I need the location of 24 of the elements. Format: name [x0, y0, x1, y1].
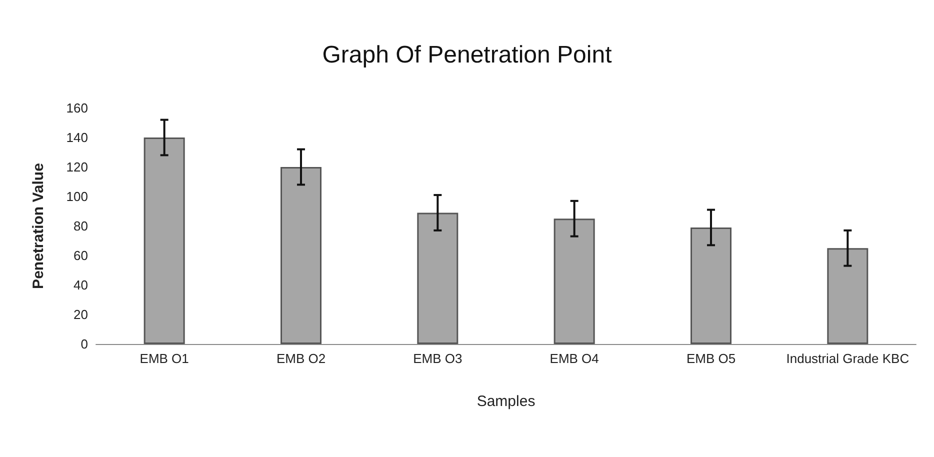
y-axis-title: Penetration Value	[30, 163, 47, 289]
y-tick-label: 160	[66, 100, 88, 116]
y-tick-label: 60	[74, 248, 88, 263]
x-tick-label: EMB O3	[413, 351, 462, 366]
y-tick-label: 140	[66, 130, 88, 145]
bar	[144, 138, 185, 344]
y-tick-label: 120	[66, 160, 88, 174]
x-tick-label: EMB O5	[686, 351, 736, 366]
y-tick-label: 20	[74, 307, 88, 322]
bar	[554, 218, 595, 344]
bar	[417, 212, 458, 344]
x-tick-label: Industrial Grade KBC	[786, 351, 910, 366]
bar	[280, 167, 322, 344]
y-tick-label: 100	[66, 189, 88, 204]
x-tick-label: EMB O1	[140, 351, 189, 366]
x-tick-label: EMB O2	[276, 351, 326, 366]
x-axis-title: Samples	[476, 393, 536, 410]
y-tick-label: 80	[74, 218, 88, 234]
y-tick-label: 40	[74, 278, 88, 292]
bar	[827, 248, 868, 344]
x-tick-label: EMB O4	[550, 351, 599, 366]
chart-title: Graph Of Penetration Point	[322, 42, 612, 68]
y-tick-label: 0	[80, 336, 88, 352]
bar	[690, 227, 732, 344]
